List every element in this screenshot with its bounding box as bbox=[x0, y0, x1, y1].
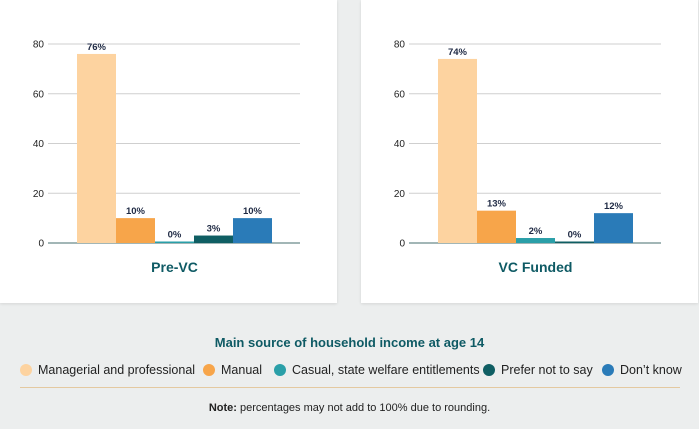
bar-4 bbox=[233, 218, 272, 243]
data-label: 13% bbox=[487, 199, 507, 210]
legend-title: Main source of household income at age 1… bbox=[214, 335, 485, 350]
data-label: 2% bbox=[529, 226, 543, 237]
y-tick-label: 60 bbox=[394, 89, 406, 100]
data-label: 0% bbox=[568, 230, 582, 241]
legend-item-manual: Manual bbox=[203, 362, 262, 378]
legend-label: Don’t know bbox=[620, 363, 682, 377]
y-tick-label: 0 bbox=[38, 239, 44, 250]
legend-label: Prefer not to say bbox=[501, 363, 593, 377]
bar-2 bbox=[516, 238, 555, 243]
data-label: 74% bbox=[448, 47, 468, 58]
legend-swatch-icon bbox=[602, 364, 614, 376]
y-tick-label: 0 bbox=[399, 239, 405, 250]
y-tick-label: 40 bbox=[33, 139, 45, 150]
bar-4 bbox=[594, 213, 633, 243]
legend-swatch-icon bbox=[203, 364, 215, 376]
bar-2 bbox=[155, 241, 194, 243]
y-tick-label: 60 bbox=[33, 89, 45, 100]
footer: Main source of household income at age 1… bbox=[0, 303, 699, 429]
y-tick-label: 20 bbox=[33, 189, 45, 200]
data-label: 12% bbox=[604, 201, 624, 212]
y-tick-label: 40 bbox=[394, 139, 406, 150]
data-label: 3% bbox=[207, 224, 221, 235]
legend-label: Managerial and professional bbox=[38, 363, 196, 377]
data-label: 76% bbox=[87, 42, 107, 53]
legend-swatch-icon bbox=[274, 364, 286, 376]
footnote-label: Note: bbox=[208, 402, 237, 414]
footnote-text: percentages may not add to 100% due to r… bbox=[236, 402, 491, 414]
y-tick-label: 80 bbox=[394, 40, 406, 51]
legend-item-managerial: Managerial and professional bbox=[20, 362, 195, 378]
divider bbox=[20, 387, 680, 388]
legend-item-prefer-not: Prefer not to say bbox=[483, 362, 593, 378]
y-tick-label: 20 bbox=[394, 189, 406, 200]
bar-0 bbox=[77, 53, 116, 244]
chart-panel-pre-vc: 0 20 40 60 80 76% 10% 0% 3% 10% Pre-VC bbox=[0, 0, 337, 303]
legend-label: Casual, state welfare entitlements bbox=[292, 363, 480, 377]
legend-swatch-icon bbox=[20, 364, 32, 376]
data-label: 10% bbox=[243, 206, 263, 217]
bar-3 bbox=[555, 241, 594, 243]
legend: Managerial and professional Manual Casua… bbox=[20, 362, 682, 380]
chart-pre-vc: 0 20 40 60 80 76% 10% 0% 3% 10% Pre-VC bbox=[33, 40, 300, 275]
bar-0 bbox=[438, 58, 477, 243]
bar-3 bbox=[194, 235, 233, 243]
legend-item-casual: Casual, state welfare entitlements bbox=[274, 362, 480, 378]
bar-1 bbox=[477, 210, 516, 243]
legend-swatch-icon bbox=[483, 364, 495, 376]
data-label: 10% bbox=[126, 206, 146, 217]
chart-title: Pre-VC bbox=[151, 259, 198, 275]
legend-item-dont-know: Don’t know bbox=[602, 362, 682, 378]
footnote: Note: percentages may not add to 100% du… bbox=[0, 402, 699, 414]
chart-vc-funded: 0 20 40 60 80 74% 13% 2% 0% 12% VC Funded bbox=[394, 40, 661, 275]
chart-title: VC Funded bbox=[499, 259, 573, 275]
legend-label: Manual bbox=[221, 363, 262, 377]
chart-panel-vc-funded: 0 20 40 60 80 74% 13% 2% 0% 12% VC Funded bbox=[361, 0, 698, 303]
y-tick-label: 80 bbox=[33, 40, 45, 51]
data-label: 0% bbox=[168, 230, 182, 241]
bar-1 bbox=[116, 218, 155, 243]
